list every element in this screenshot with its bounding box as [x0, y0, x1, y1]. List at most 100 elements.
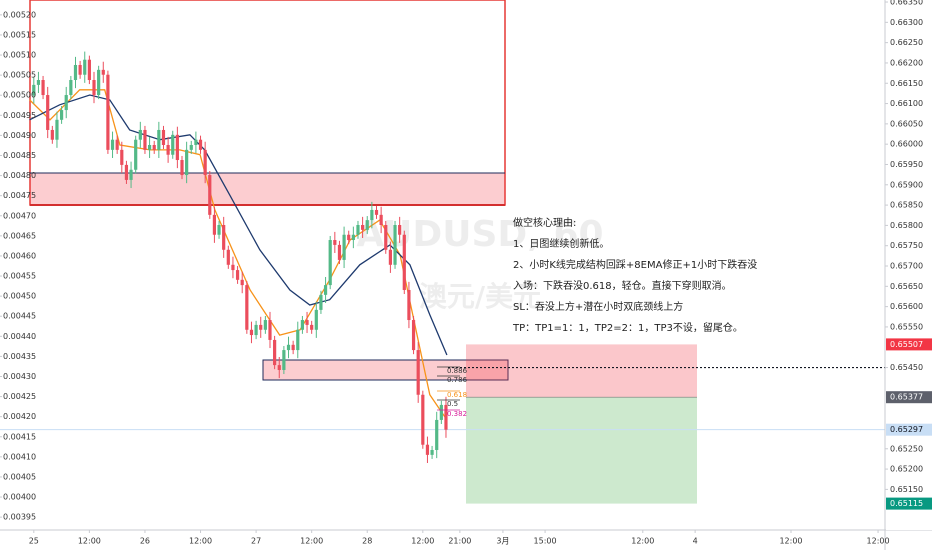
candle-body	[138, 129, 142, 140]
y2-tick-label: 0.00475	[3, 191, 36, 200]
candle-body	[310, 324, 314, 330]
candle-body	[226, 249, 230, 265]
y-tick-label: 0.65550	[890, 322, 923, 331]
y2-tick-label: 0.00460	[3, 251, 36, 260]
candle-body	[374, 209, 379, 215]
candle-body	[59, 110, 64, 120]
x-tick-label: 27	[251, 537, 261, 546]
candle-body	[124, 164, 129, 180]
annotation-line: TP：TP1=1：1，TP2=2：1，TP3不设，留尾仓。	[512, 321, 743, 334]
y-tick-label: 0.66000	[890, 140, 923, 149]
x-tick-label: 4	[693, 537, 698, 546]
candle-body	[92, 80, 96, 96]
candle-body	[296, 329, 300, 351]
y2-tick-label: 0.00515	[3, 30, 36, 39]
x-tick-label: 12:00	[411, 537, 434, 546]
candle-body	[398, 224, 402, 235]
candle-body	[249, 329, 254, 336]
y2-tick-label: 0.00450	[3, 292, 36, 301]
resistance-zone	[30, 173, 505, 205]
y2-tick-label: 0.00520	[3, 10, 36, 19]
annotation-line: SL：吞没上方+潜在小时双底颈线上方	[513, 300, 683, 313]
candle-body	[286, 344, 291, 351]
candle-body	[101, 69, 105, 75]
candle-body	[147, 144, 152, 150]
candle-body	[291, 344, 295, 351]
candle-body	[407, 289, 411, 321]
y2-tick-label: 0.00400	[3, 493, 36, 502]
fib-label: 0.886	[447, 367, 468, 375]
annotation-line: 1、日图继续创新低。	[513, 237, 609, 250]
x-tick-label: 26	[140, 537, 150, 546]
y2-tick-label: 0.00505	[3, 71, 36, 80]
annotation-line: 入场：下跌吞没0.618，轻仓。直接下穿则取消。	[513, 279, 732, 292]
candle-body	[175, 134, 179, 161]
candle-body	[342, 234, 346, 260]
candle-body	[194, 139, 198, 145]
candle-body	[87, 59, 91, 81]
price-tag	[886, 423, 932, 436]
candle-body	[115, 139, 119, 150]
candle-body	[157, 129, 161, 150]
x-tick-label: 12:00	[189, 537, 212, 546]
y2-tick-label: 0.00425	[3, 392, 36, 401]
annotation-line: 做空核心理由:	[513, 216, 576, 229]
y-tick-label: 0.65900	[890, 180, 923, 189]
x-tick-label: 28	[362, 537, 372, 546]
fib-label: 0.618	[447, 391, 467, 399]
y2-tick-label: 0.00470	[3, 211, 36, 220]
candle-body	[106, 74, 110, 150]
candle-body	[351, 234, 355, 241]
y-tick-label: 0.65800	[890, 221, 923, 230]
y2-tick-label: 0.00500	[3, 91, 36, 100]
candle-body	[161, 129, 166, 145]
support-zone	[262, 359, 509, 381]
y2-tick-label: 0.00410	[3, 452, 36, 461]
y-tick-label: 0.65150	[890, 485, 923, 494]
price-tag	[886, 497, 932, 510]
candle-body	[444, 404, 448, 430]
candle-body	[143, 129, 147, 150]
candle-body	[240, 279, 244, 286]
candle-body	[203, 149, 207, 176]
y-tick-label: 0.65450	[890, 363, 923, 372]
candle-body	[277, 365, 281, 370]
y-tick-label: 0.66150	[890, 79, 923, 88]
candle-body	[388, 249, 393, 265]
candle-body	[235, 270, 240, 280]
candle-body	[129, 169, 133, 180]
candle-body	[212, 214, 217, 235]
y-tick-label: 0.65700	[890, 262, 923, 271]
candle-body	[69, 80, 73, 96]
x-tick-label: 25	[29, 537, 39, 546]
candle-body	[356, 224, 360, 235]
y2-tick-label: 0.00455	[3, 272, 36, 281]
candle-body	[393, 224, 397, 265]
candle-body	[120, 149, 124, 165]
candle-body	[259, 324, 263, 330]
y-tick-label: 0.66100	[890, 99, 923, 108]
x-tick-label: 12:00	[779, 537, 802, 546]
candle-body	[222, 224, 226, 250]
y2-tick-label: 0.00485	[3, 151, 36, 160]
candle-body	[217, 224, 221, 235]
candle-body	[273, 339, 277, 366]
y-tick-label: 0.66200	[890, 58, 923, 67]
y2-tick-label: 0.00430	[3, 372, 36, 381]
candle-body	[319, 294, 323, 310]
y2-tick-label: 0.00395	[3, 513, 36, 522]
candle-body	[50, 129, 54, 140]
candle-body	[263, 320, 267, 330]
price-tag-label: 0.65507	[890, 340, 923, 349]
price-tag	[886, 391, 932, 404]
candle-body	[439, 404, 443, 420]
y-tick-label: 0.66250	[890, 38, 923, 47]
candle-body	[46, 95, 50, 130]
y-tick-label: 0.65250	[890, 444, 923, 453]
x-tick-label: 12:00	[867, 537, 890, 546]
candle-body	[254, 324, 258, 336]
annotation-line: 2、小时K线完成结构回踩+8EMA修正+1小时下跌吞没	[513, 258, 757, 271]
candle-body	[425, 444, 430, 455]
fib-label: 0.5	[447, 400, 458, 408]
